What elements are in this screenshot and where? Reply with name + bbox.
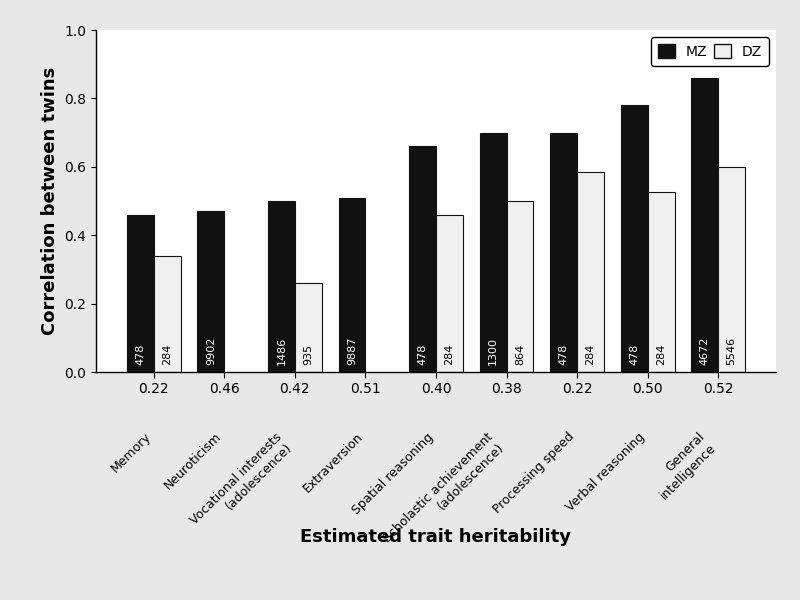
Bar [648, 193, 674, 372]
Text: Vocational interests
(adolescence): Vocational interests (adolescence) [188, 430, 295, 538]
Bar [506, 201, 534, 372]
Bar [154, 256, 181, 372]
X-axis label: Estimated trait heritability: Estimated trait heritability [301, 527, 571, 545]
Text: 478: 478 [630, 344, 639, 365]
Bar [295, 283, 322, 372]
Text: 935: 935 [303, 344, 314, 365]
Bar [718, 167, 745, 372]
Text: 478: 478 [135, 344, 146, 365]
Y-axis label: Correlation between twins: Correlation between twins [41, 67, 58, 335]
Bar [409, 146, 436, 372]
Text: 4672: 4672 [700, 337, 710, 365]
Text: Extraversion: Extraversion [301, 430, 366, 495]
Bar [338, 197, 366, 372]
Bar [198, 211, 224, 372]
Text: Verbal reasoning: Verbal reasoning [564, 430, 648, 514]
Text: 284: 284 [162, 344, 172, 365]
Bar [436, 215, 463, 372]
Bar [691, 78, 718, 372]
Bar [268, 201, 295, 372]
Text: 478: 478 [418, 344, 427, 365]
Bar [550, 133, 577, 372]
Text: 864: 864 [515, 344, 525, 365]
Text: Memory: Memory [109, 430, 154, 475]
Text: 9887: 9887 [347, 337, 357, 365]
Text: 284: 284 [586, 344, 595, 365]
Text: Spatial reasoning: Spatial reasoning [350, 430, 436, 517]
Bar [577, 172, 604, 372]
Text: 5546: 5546 [726, 337, 737, 365]
Text: 284: 284 [656, 344, 666, 365]
Text: General
intelligence: General intelligence [647, 430, 718, 502]
Text: Scholastic achievement
(adolescence): Scholastic achievement (adolescence) [382, 430, 506, 556]
Text: 9902: 9902 [206, 337, 216, 365]
Text: 478: 478 [558, 344, 569, 365]
Text: Neuroticism: Neuroticism [162, 430, 224, 493]
Text: 1486: 1486 [277, 337, 286, 365]
Legend: MZ, DZ: MZ, DZ [651, 37, 769, 65]
Text: 284: 284 [445, 344, 454, 365]
Bar [127, 215, 154, 372]
Text: 1300: 1300 [488, 337, 498, 365]
Text: Processing speed: Processing speed [491, 430, 577, 517]
Bar [480, 133, 506, 372]
Bar [621, 105, 648, 372]
